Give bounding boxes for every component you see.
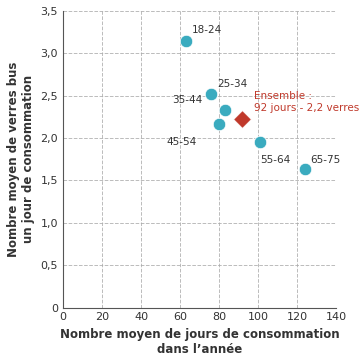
Text: 25-34: 25-34 [217,79,247,89]
Point [240,116,245,122]
Point [216,121,222,127]
Point [208,91,214,97]
X-axis label: Nombre moyen de jours de consommation
dans l’année: Nombre moyen de jours de consommation da… [60,328,339,356]
Point [222,107,228,113]
Point [302,167,308,172]
Text: 35-44: 35-44 [172,95,203,105]
Text: 18-24: 18-24 [191,25,222,34]
Text: 45-54: 45-54 [166,137,196,147]
Text: 65-75: 65-75 [310,155,341,165]
Point [257,139,263,145]
Text: Ensemble :
92 jours - 2,2 verres: Ensemble : 92 jours - 2,2 verres [254,91,359,113]
Text: 55-64: 55-64 [260,155,290,166]
Point [183,38,189,44]
Y-axis label: Nombre moyen de verres bus
un jour de consommation: Nombre moyen de verres bus un jour de co… [7,62,35,257]
